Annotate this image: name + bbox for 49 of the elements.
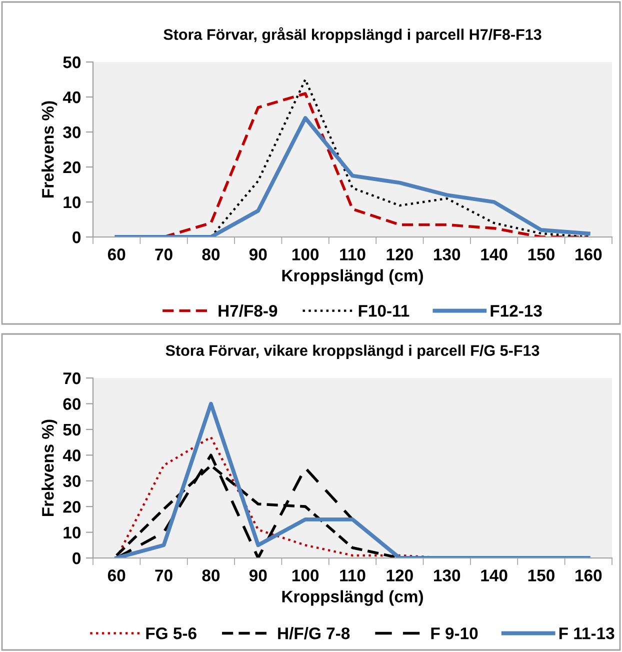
x-tick-label: 150 (528, 570, 554, 582)
legend-label: H/F/G 7-8 (278, 627, 350, 640)
legend-label: F 11-13 (559, 627, 614, 640)
y-axis-title: Frekvens %) (42, 420, 58, 516)
y-tick-label: 30 (63, 475, 81, 488)
y-tick-label: 50 (63, 56, 81, 68)
y-tick-label: 40 (62, 91, 81, 104)
x-tick-label: 150 (528, 248, 554, 260)
x-tick-label: 80 (202, 248, 220, 260)
x-axis-title: Kroppslängd (cm) (282, 269, 423, 285)
y-tick-label: 50 (63, 424, 81, 436)
y-tick-label: 0 (72, 552, 81, 564)
x-tick-label: 140 (481, 570, 508, 582)
x-tick-label: 60 (108, 248, 126, 260)
legend-label: F 9-10 (431, 627, 478, 640)
y-tick-label: 20 (63, 161, 81, 174)
legend-label: F12-13 (490, 304, 542, 317)
x-tick-label: 80 (202, 570, 220, 582)
y-axis-title: Frekvens %) (42, 101, 58, 198)
x-tick-label: 70 (155, 570, 172, 582)
y-tick-label: 60 (63, 398, 81, 410)
y-tick-label: 70 (63, 372, 81, 384)
y-tick-label: 40 (62, 450, 81, 462)
y-tick-label: 30 (63, 126, 81, 138)
chart-title: Stora Förvar, vikare kroppslängd i parcell F/G 5-F13 (166, 344, 540, 360)
x-tick-label: 100 (292, 248, 319, 260)
x-tick-label: 110 (340, 248, 366, 260)
x-tick-label: 130 (434, 248, 460, 260)
x-tick-label: 140 (481, 248, 508, 260)
legend-label: H7/F8-9 (218, 304, 278, 317)
y-tick-label: 20 (63, 500, 81, 513)
y-tick-label: 10 (64, 526, 81, 538)
x-tick-label: 100 (292, 570, 319, 582)
x-tick-label: 110 (340, 570, 366, 582)
x-tick-label: 160 (576, 248, 602, 260)
x-tick-label: 120 (386, 570, 413, 582)
chart-title: Stora Förvar, gråsäl kroppslängd i parcell H7/F8-F13 (164, 27, 542, 44)
legend-label: FG 5-6 (146, 627, 196, 640)
y-tick-label: 0 (72, 231, 81, 244)
x-tick-label: 60 (108, 570, 126, 582)
x-tick-label: 120 (386, 248, 413, 260)
x-tick-label: 90 (249, 248, 267, 260)
x-tick-label: 160 (576, 570, 602, 582)
x-tick-label: 130 (434, 570, 460, 582)
legend-label: F10-11 (358, 304, 410, 317)
x-tick-label: 90 (249, 570, 267, 582)
x-tick-label: 70 (155, 248, 172, 260)
y-tick-label: 10 (64, 196, 81, 208)
x-axis-title: Kroppslängd (cm) (282, 590, 423, 606)
